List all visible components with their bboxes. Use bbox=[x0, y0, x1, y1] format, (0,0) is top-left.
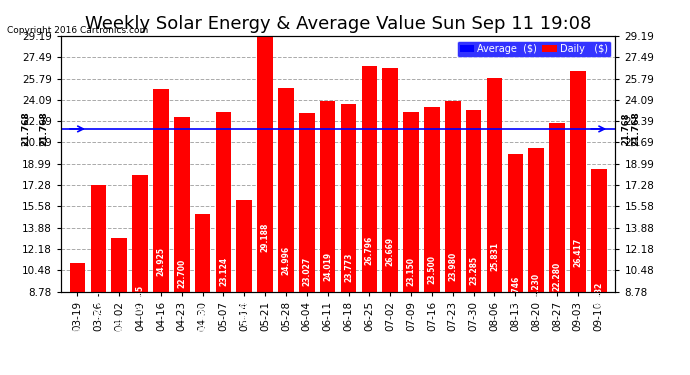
Text: 18.065: 18.065 bbox=[135, 285, 144, 314]
Bar bbox=[445, 101, 461, 375]
Text: 16.108: 16.108 bbox=[240, 296, 249, 326]
Bar bbox=[382, 68, 398, 375]
Text: 23.285: 23.285 bbox=[469, 256, 478, 285]
Text: 14.990: 14.990 bbox=[198, 303, 207, 332]
Bar bbox=[174, 117, 190, 375]
Bar bbox=[486, 78, 502, 375]
Legend: Average  ($), Daily   ($): Average ($), Daily ($) bbox=[457, 41, 611, 57]
Bar bbox=[215, 112, 231, 375]
Text: 24.019: 24.019 bbox=[323, 252, 332, 281]
Text: 22.280: 22.280 bbox=[553, 261, 562, 291]
Bar bbox=[508, 154, 523, 375]
Bar bbox=[237, 200, 252, 375]
Bar bbox=[549, 123, 565, 375]
Text: 24.996: 24.996 bbox=[282, 246, 290, 275]
Bar bbox=[403, 112, 419, 375]
Bar bbox=[362, 66, 377, 375]
Text: 26.669: 26.669 bbox=[386, 237, 395, 266]
Text: 11.050: 11.050 bbox=[73, 325, 82, 354]
Text: 26.417: 26.417 bbox=[573, 238, 582, 267]
Text: 23.980: 23.980 bbox=[448, 252, 457, 281]
Text: 18.582: 18.582 bbox=[594, 282, 603, 312]
Text: 23.150: 23.150 bbox=[406, 256, 415, 286]
Text: 21.768: 21.768 bbox=[39, 111, 48, 146]
Bar bbox=[195, 214, 210, 375]
Text: 20.230: 20.230 bbox=[532, 273, 541, 302]
Bar bbox=[132, 176, 148, 375]
Text: 25.831: 25.831 bbox=[490, 242, 499, 271]
Bar bbox=[278, 88, 294, 375]
Text: 22.700: 22.700 bbox=[177, 259, 186, 288]
Text: 21.768: 21.768 bbox=[621, 113, 630, 145]
Bar bbox=[341, 104, 356, 375]
Bar bbox=[591, 169, 607, 375]
Bar bbox=[153, 89, 168, 375]
Text: 19.746: 19.746 bbox=[511, 276, 520, 305]
Bar bbox=[466, 110, 482, 375]
Bar bbox=[257, 36, 273, 375]
Bar bbox=[70, 263, 86, 375]
Text: 23.124: 23.124 bbox=[219, 257, 228, 286]
Title: Weekly Solar Energy & Average Value Sun Sep 11 19:08: Weekly Solar Energy & Average Value Sun … bbox=[85, 15, 591, 33]
Bar bbox=[529, 148, 544, 375]
Text: Copyright 2016 Cartronics.com: Copyright 2016 Cartronics.com bbox=[7, 26, 148, 35]
Bar bbox=[111, 238, 127, 375]
Text: 26.796: 26.796 bbox=[365, 236, 374, 265]
Bar bbox=[90, 185, 106, 375]
Bar bbox=[299, 113, 315, 375]
Text: 13.049: 13.049 bbox=[115, 314, 124, 343]
Text: 29.188: 29.188 bbox=[261, 222, 270, 252]
Text: 23.773: 23.773 bbox=[344, 253, 353, 282]
Text: 17.293: 17.293 bbox=[94, 290, 103, 319]
Bar bbox=[570, 70, 586, 375]
Text: 21.768: 21.768 bbox=[632, 111, 641, 146]
Bar bbox=[424, 107, 440, 375]
Text: 23.027: 23.027 bbox=[302, 257, 311, 286]
Text: 24.925: 24.925 bbox=[157, 247, 166, 276]
Text: 23.500: 23.500 bbox=[427, 255, 436, 284]
Text: 21.768: 21.768 bbox=[21, 111, 30, 146]
Bar bbox=[320, 101, 335, 375]
